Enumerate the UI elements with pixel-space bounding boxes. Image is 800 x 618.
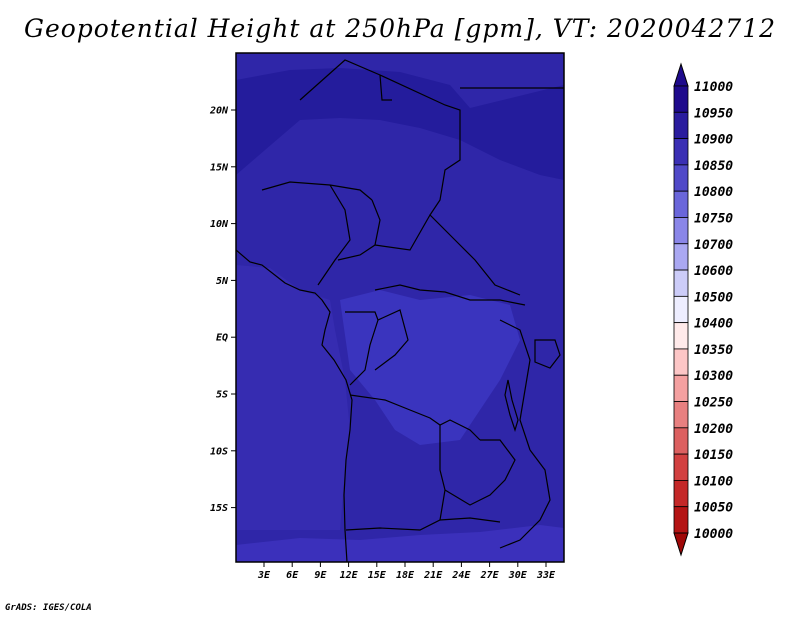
colorbar-bottom-arrow <box>673 532 689 557</box>
colorbar-label: 10150 <box>694 448 733 463</box>
colorbar-segment <box>673 453 689 481</box>
congo-drc-border <box>374 309 409 371</box>
colorbar-top-arrow <box>673 62 689 87</box>
lon-tick-label: 21E <box>423 570 443 581</box>
field-south-band <box>236 525 564 562</box>
colorbar-segment <box>673 217 689 245</box>
angola-zambia-border <box>439 425 446 521</box>
lake-tanganyika-outline <box>504 379 519 432</box>
longitude-axis: 3E 6E 9E 12E 15E 18E 21E 24E 27E 30E 33E <box>257 562 556 581</box>
cameroon-gabon-border <box>345 311 379 386</box>
lat-tick-label: 5S <box>216 390 228 401</box>
mozambique-border <box>499 449 551 549</box>
colorbar-segment <box>673 85 689 113</box>
colorbar-label: 10950 <box>694 106 733 121</box>
colorbar-label: 10600 <box>694 264 733 279</box>
colorbar-label: 10200 <box>694 422 733 437</box>
latitude-axis: 20N 15N 10N 5N EQ 5S 10S 15S <box>209 106 236 514</box>
colorbar-label: 10350 <box>694 343 733 358</box>
lon-tick-label: 33E <box>536 570 556 581</box>
sudan-western-border <box>379 74 461 216</box>
grads-credit: GrADS: IGES/COLA <box>5 603 92 613</box>
colorbar-segment <box>673 269 689 297</box>
colorbar-segment <box>673 401 689 429</box>
colorbar: 11000 10950 10900 10850 10800 10750 10700 10600… <box>673 62 733 557</box>
zambia-border <box>444 439 516 506</box>
lat-tick-label: 10N <box>210 219 229 230</box>
colorbar-label: 10700 <box>694 238 733 253</box>
country-boundaries <box>236 59 564 562</box>
colorbar-segment <box>673 164 689 192</box>
lon-tick-label: 27E <box>480 570 500 581</box>
field-ocean-shade <box>236 265 350 530</box>
lon-tick-label: 3E <box>257 570 271 581</box>
lat-tick-label: EQ <box>216 333 228 344</box>
map-frame <box>235 52 565 563</box>
lon-tick-label: 9E <box>314 570 327 581</box>
colorbar-label: 10000 <box>694 527 733 542</box>
lon-tick-label: 30E <box>508 570 528 581</box>
colorbar-label: 10400 <box>694 317 733 332</box>
field-top-band <box>236 53 564 108</box>
colorbar-segment <box>673 348 689 376</box>
colorbar-segment <box>673 506 689 534</box>
colorbar-label: 10800 <box>694 185 733 200</box>
colorbar-label: 10750 <box>694 211 733 226</box>
lat-tick-label: 5N <box>216 276 229 287</box>
west-africa-coastline <box>236 249 353 562</box>
colorbar-segment <box>673 480 689 508</box>
colorbar-segment <box>673 243 689 271</box>
colorbar-label: 10300 <box>694 369 733 384</box>
colorbar-label: 10050 <box>694 501 733 516</box>
namibia-border <box>345 517 501 531</box>
colorbar-label: 10100 <box>694 474 733 489</box>
lon-tick-label: 12E <box>340 570 359 581</box>
colorbar-segment <box>673 427 689 455</box>
colorbar-segment <box>673 138 689 166</box>
lat-tick-label: 10S <box>210 446 228 457</box>
east-africa-border <box>499 319 531 451</box>
drc-angola-border <box>349 394 481 441</box>
lake-victoria-outline <box>534 339 561 369</box>
lat-tick-label: 15S <box>210 503 228 514</box>
car-border <box>374 214 521 296</box>
field-central-basin <box>340 290 520 445</box>
lon-tick-label: 24E <box>451 570 471 581</box>
colorbar-label: 11000 <box>694 80 733 95</box>
colorbar-segment <box>673 111 689 139</box>
lat-tick-label: 20N <box>209 106 229 117</box>
colorbar-label: 10500 <box>694 290 733 305</box>
colorbar-label: 10900 <box>694 133 733 148</box>
colorbar-segment <box>673 322 689 350</box>
map-field <box>236 53 564 562</box>
lat-tick-label: 15N <box>210 162 229 173</box>
lon-tick-label: 18E <box>396 570 415 581</box>
colorbar-segment <box>673 190 689 218</box>
lon-tick-label: 6E <box>286 570 299 581</box>
car-drc-border <box>374 284 526 306</box>
colorbar-label: 10850 <box>694 159 733 174</box>
colorbar-segment <box>673 374 689 402</box>
colorbar-segment <box>673 295 689 324</box>
chart-title: Geopotential Height at 250hPa [gpm], VT:… <box>23 14 777 43</box>
colorbar-label: 10250 <box>694 396 733 411</box>
nigeria-cameroon-border <box>317 184 351 286</box>
lon-tick-label: 15E <box>368 570 387 581</box>
